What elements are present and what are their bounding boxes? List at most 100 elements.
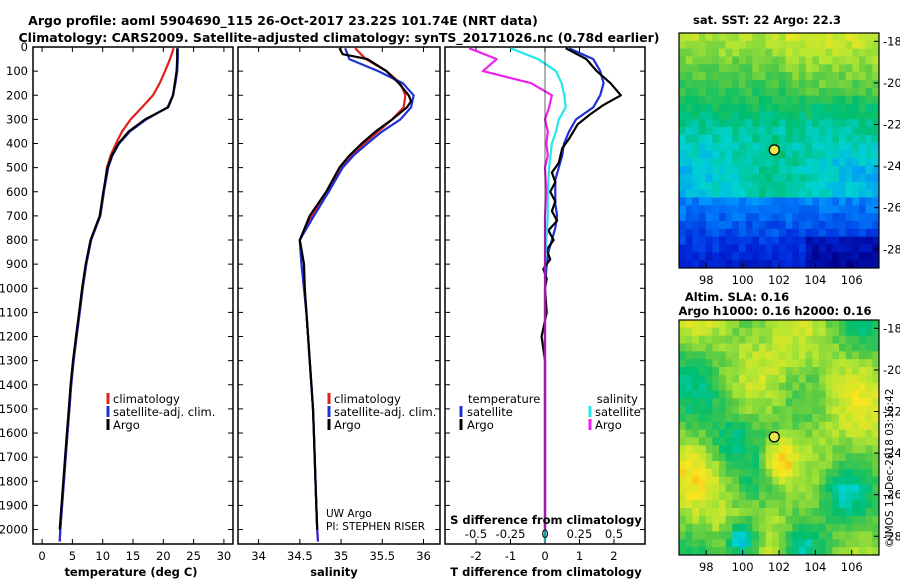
map-cell <box>745 174 753 183</box>
map-cell <box>825 221 833 230</box>
map-cell <box>792 95 800 104</box>
map-cell <box>872 445 880 454</box>
map-cell <box>865 398 873 407</box>
map-cell <box>805 508 813 517</box>
map-cell <box>712 56 720 65</box>
map-cell <box>725 398 733 407</box>
map-cell <box>685 236 693 245</box>
map-cell <box>865 359 873 368</box>
map-cell <box>832 367 840 376</box>
map-cell <box>679 453 687 462</box>
map-cell <box>732 95 740 104</box>
map-cell <box>765 359 773 368</box>
map-cell <box>759 437 767 446</box>
map-cell <box>699 382 707 391</box>
map-cell <box>779 382 787 391</box>
map-cell <box>719 523 727 532</box>
map-cell <box>745 445 753 454</box>
map-x-tick-label: 100 <box>732 273 754 287</box>
map-cell <box>745 260 753 269</box>
depth-tick-label: 1900 <box>0 498 28 512</box>
map-cell <box>832 359 840 368</box>
map-cell <box>865 40 873 50</box>
imos-credit: ©IMOS 13-Dec-2018 03:16:42 <box>884 389 896 548</box>
x-tick-label: 5 <box>69 549 76 563</box>
map-cell <box>699 398 707 407</box>
map-cell <box>852 414 860 423</box>
map-cell <box>685 414 693 423</box>
map-cell <box>699 48 707 57</box>
map-cell <box>759 158 767 167</box>
map-cell <box>732 213 740 222</box>
x-tick-label: 10 <box>95 549 110 563</box>
map-cell <box>765 351 773 360</box>
map-cell <box>712 95 720 104</box>
map-cell <box>812 87 820 97</box>
map-cell <box>705 523 713 532</box>
map-cell <box>872 508 880 517</box>
map-cell <box>705 127 713 136</box>
argo-position-marker <box>768 431 780 443</box>
map-cell <box>859 437 867 446</box>
map-cell <box>859 523 867 532</box>
map-cell <box>712 166 720 175</box>
map-cell <box>812 351 820 360</box>
map-cell <box>805 390 813 399</box>
map-cell <box>779 374 787 384</box>
map-cell <box>839 429 847 438</box>
map-cell <box>792 244 800 253</box>
map-cell <box>752 87 760 97</box>
map-cell <box>712 205 720 214</box>
map-cell <box>805 367 813 376</box>
map-cell <box>699 531 707 540</box>
map-cell <box>865 181 873 191</box>
map-cell <box>805 174 813 183</box>
map-cell <box>765 56 773 65</box>
map-cell <box>732 523 740 532</box>
map-cell <box>812 213 820 222</box>
map-cell <box>779 484 787 493</box>
map-cell <box>759 531 767 540</box>
map-cell <box>745 150 753 159</box>
map-cell <box>719 64 727 73</box>
map-cell <box>725 531 733 540</box>
series-line-s-argo <box>468 47 554 530</box>
map-cell <box>725 228 733 238</box>
map-cell <box>845 320 853 329</box>
map-cell <box>692 406 700 415</box>
map-cell <box>705 468 713 478</box>
map-cell <box>779 119 787 128</box>
map-cell <box>765 515 773 525</box>
map-cell <box>759 134 767 144</box>
map-cell <box>745 103 753 112</box>
map-cell <box>845 327 853 337</box>
map-cell <box>805 531 813 540</box>
map-cell <box>739 40 747 50</box>
map-cell <box>792 359 800 368</box>
map-cell <box>719 320 727 329</box>
map-cell <box>705 189 713 198</box>
map-cell <box>819 461 827 470</box>
map-cell <box>852 260 860 269</box>
map-cell <box>852 500 860 509</box>
map-cell <box>812 72 820 81</box>
map-cell <box>759 111 767 120</box>
map-cell <box>819 359 827 368</box>
map-cell <box>799 468 807 478</box>
map-cell <box>712 453 720 462</box>
map-cell <box>719 95 727 104</box>
map-cell <box>872 236 880 245</box>
map-cell <box>859 320 867 329</box>
map-cell <box>825 64 833 73</box>
map-cell <box>859 189 867 198</box>
map-cell <box>872 484 880 493</box>
map-cell <box>705 181 713 191</box>
map-cell <box>792 221 800 230</box>
map-cell <box>739 158 747 167</box>
map-cell <box>699 205 707 214</box>
map-cell <box>799 56 807 65</box>
map-cell <box>852 142 860 151</box>
map-cell <box>805 142 813 151</box>
map-cell <box>832 468 840 478</box>
map-cell <box>839 87 847 97</box>
